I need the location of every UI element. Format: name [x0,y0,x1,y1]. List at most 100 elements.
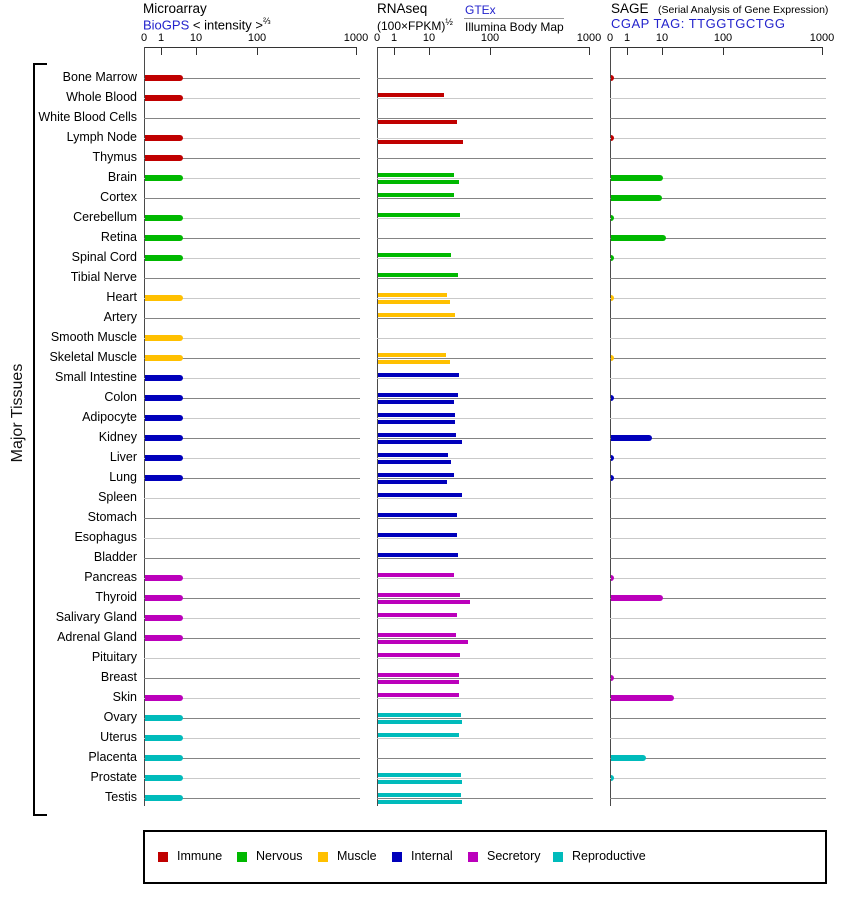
bar-microarray [145,735,183,741]
sage-title-note: (Serial Analysis of Gene Expression) [658,4,829,16]
gridline [377,318,593,319]
axis-tick [356,47,357,55]
gridline [610,218,826,219]
gridline [610,578,826,579]
gridline [377,498,593,499]
bar-microarray [145,95,183,101]
bar-rnaseq-gtex [378,433,456,437]
tissue-label: Adipocyte [82,410,137,424]
gridline [610,378,826,379]
bar-rnaseq-illumina [378,780,462,784]
gridline [144,158,360,159]
legend-swatch-secretory [468,852,478,862]
tissue-label: Esophagus [74,530,137,544]
bar-rnaseq-illumina [378,460,451,464]
gridline [610,138,826,139]
gridline [144,118,360,119]
gridline [610,458,826,459]
gridline [144,278,360,279]
gridline [610,198,826,199]
gridline [610,238,826,239]
gridline [377,118,593,119]
tissue-label: Cerebellum [73,210,137,224]
bar-rnaseq-gtex [378,653,460,657]
legend-label-muscle: Muscle [337,849,377,863]
gridline [610,298,826,299]
bar-rnaseq-gtex [378,513,457,517]
bar-rnaseq-illumina [378,120,457,124]
axis-tick [196,47,197,55]
tissue-label: Pituitary [91,650,137,664]
gridline [144,558,360,559]
gridline [144,518,360,519]
tissue-label: Salivary Gland [55,610,137,624]
bar-rnaseq-gtex [378,373,459,377]
gridline [377,518,593,519]
gridline [144,498,360,499]
legend-swatch-internal [392,852,402,862]
legend: Immune Nervous Muscle Internal Secretory Repr… [143,830,827,884]
biogps-link[interactable]: BioGPS [143,17,190,33]
tissue-label: Smooth Muscle [50,330,137,344]
axis-tick-label: 1000 [343,32,369,44]
gridline [610,738,826,739]
gridline [144,778,360,779]
bar-microarray [145,75,183,81]
axis-tick [723,47,724,55]
gridline [377,138,593,139]
gridline [377,618,593,619]
gridline [377,278,593,279]
gridline [377,538,593,539]
gridline [377,418,593,419]
tissue-label: Adrenal Gland [57,630,137,644]
gridline [377,698,593,699]
axis-tick-label: 0 [606,32,614,44]
gridline [377,158,593,159]
bar-rnaseq-illumina [378,720,462,724]
gridline [377,458,593,459]
bar-rnaseq-gtex [378,633,456,637]
illumina-body-map-label: Illumina Body Map [465,20,564,34]
bar-rnaseq-gtex [378,413,455,417]
axis-line [610,47,823,48]
gridline [610,538,826,539]
bar-sage [611,355,614,361]
gridline [610,78,826,79]
tissue-label: Thyroid [95,590,137,604]
tissue-label: Brain [107,170,137,184]
gridline [610,778,826,779]
bar-microarray [145,635,183,641]
tissue-label: Kidney [98,430,137,444]
bar-sage [611,695,674,701]
gridline [610,758,826,759]
axis-label-major-tissues: Major Tissues [9,363,26,463]
bar-sage [611,215,614,221]
axis-line [144,47,357,48]
axis-tick-label: 100 [713,32,733,44]
axis-tick [822,47,823,55]
bar-microarray [145,135,183,141]
gtex-link[interactable]: GTEx [465,3,496,17]
tissue-label: Liver [109,450,137,464]
axis-tick-label: 10 [655,32,669,44]
gridline [144,758,360,759]
axis-tick [662,47,663,55]
legend-swatch-reproductive [553,852,563,862]
bar-microarray [145,615,183,621]
gridline [377,378,593,379]
legend-label-reproductive: Reproductive [572,849,646,863]
axis-tick [394,47,395,55]
tissue-label: Tibial Nerve [70,270,137,284]
cgap-tag-link[interactable]: CGAP TAG: TTGGTGCTGG [611,16,786,31]
gridline [144,258,360,259]
axis-tick [490,47,491,55]
bar-microarray [145,295,183,301]
axis-tick-label: 10 [189,32,203,44]
gridline [144,798,360,799]
gridline [377,298,593,299]
gridline [144,618,360,619]
bar-microarray [145,415,183,421]
tissue-label: Stomach [87,510,137,524]
gridline [610,498,826,499]
gridline [610,518,826,519]
